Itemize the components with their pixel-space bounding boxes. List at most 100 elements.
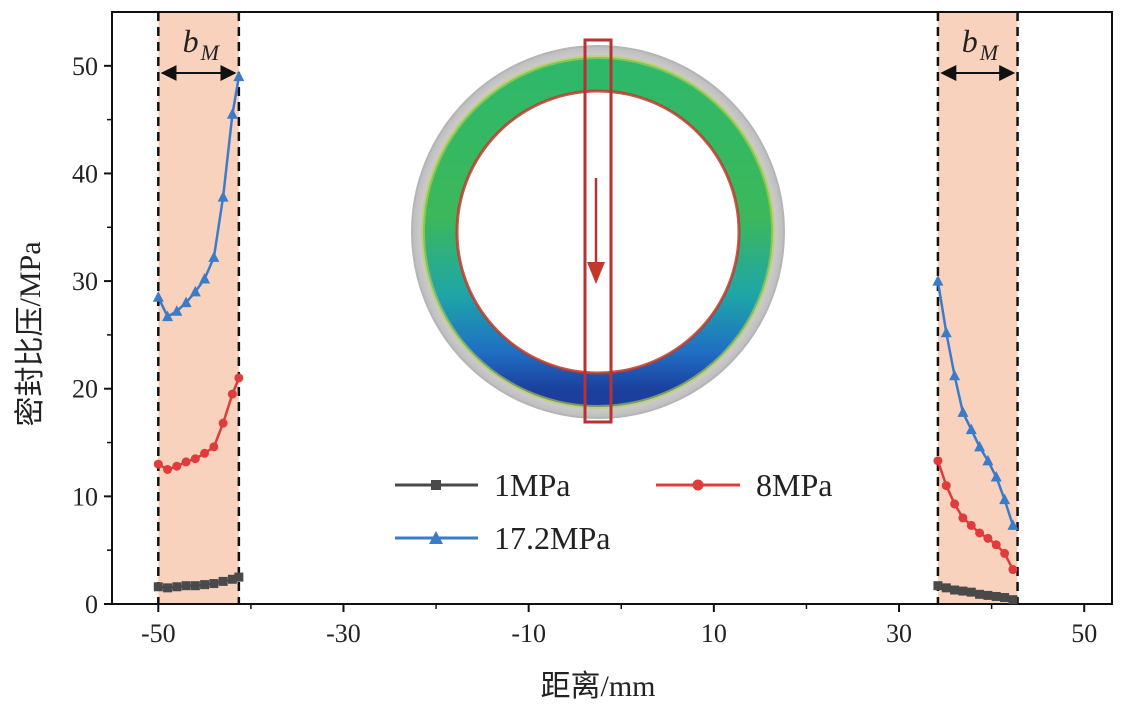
- width-marker-label-1: b: [183, 23, 199, 59]
- gasket-ring-inset: [411, 38, 785, 424]
- data-point: [189, 285, 201, 297]
- data-point: [209, 442, 219, 452]
- y-tick-label: 10: [72, 482, 98, 511]
- legend-label-8mpa: 8MPa: [756, 467, 832, 503]
- data-point: [218, 418, 228, 428]
- data-point: [958, 586, 968, 596]
- y-tick-label: 20: [72, 375, 98, 404]
- series-1MPa: [153, 572, 1018, 605]
- data-point: [966, 587, 976, 597]
- data-point: [983, 590, 993, 600]
- data-point: [1007, 519, 1019, 530]
- data-point: [933, 456, 943, 466]
- data-point: [1008, 565, 1018, 575]
- series-8MPa: [153, 373, 1018, 575]
- legend-label-17-2mpa: 17.2MPa: [494, 520, 610, 556]
- data-point: [1008, 595, 1018, 605]
- data-point: [941, 583, 951, 593]
- data-point: [234, 572, 244, 582]
- gasket-contour-ring: [423, 57, 773, 407]
- data-point: [200, 580, 210, 590]
- series-line-1MPa-1: [158, 575, 240, 590]
- legend-label-1mpa: 1MPa: [494, 467, 570, 503]
- data-point: [172, 461, 182, 471]
- data-point: [990, 470, 1002, 482]
- data-point: [172, 582, 182, 592]
- data-point: [190, 581, 200, 591]
- legend: 1MPa 8MPa 17.2MPa: [395, 467, 832, 556]
- data-point: [933, 581, 943, 591]
- data-point: [1000, 548, 1010, 558]
- shaded-region-2: [937, 12, 1018, 604]
- data-point: [999, 493, 1011, 505]
- legend-item-17-2mpa: 17.2MPa: [395, 520, 610, 556]
- series-17.2MPa: [152, 70, 1019, 530]
- data-point: [949, 369, 961, 381]
- data-point: [950, 499, 960, 509]
- data-point: [181, 457, 191, 467]
- triangle-marker-icon: [429, 531, 443, 544]
- series-line-8MPa-2: [936, 460, 1015, 571]
- y-tick-label: 40: [72, 159, 98, 188]
- x-tick-label: 10: [701, 619, 727, 648]
- x-tick-label: 30: [886, 619, 912, 648]
- data-point: [227, 389, 237, 399]
- data-point: [163, 583, 173, 593]
- data-point: [941, 481, 951, 491]
- data-point: [163, 464, 173, 474]
- plot-frame: [111, 11, 1113, 605]
- data-point: [200, 448, 210, 458]
- gasket-outer-edge: [421, 55, 775, 409]
- legend-item-1mpa: 1MPa: [395, 467, 570, 503]
- data-point: [153, 459, 163, 469]
- data-point: [171, 305, 183, 316]
- circle-marker-icon: [692, 479, 704, 491]
- y-tick-label: 50: [72, 52, 98, 81]
- data-point: [983, 533, 993, 543]
- data-point: [152, 291, 164, 302]
- data-point: [932, 275, 944, 286]
- data-point: [975, 589, 985, 599]
- x-tick-label: 50: [1071, 619, 1097, 648]
- data-point: [180, 296, 192, 308]
- data-point: [982, 454, 994, 466]
- data-point: [227, 574, 237, 584]
- y-axis-title: 密封比压/MPa: [14, 241, 47, 426]
- data-point: [991, 591, 1001, 601]
- section-highlight-box: [583, 38, 613, 424]
- gasket-inner-edge: [455, 89, 741, 375]
- data-point: [974, 440, 986, 452]
- data-point: [975, 528, 985, 538]
- plot-axes: -50 -30 -10 10 30 50 0 10 20 30 40 50: [72, 11, 1113, 648]
- data-point: [226, 108, 238, 119]
- x-tick-label: -30: [326, 619, 361, 648]
- data-point: [966, 520, 976, 530]
- data-point: [233, 70, 245, 82]
- series-line-8MPa-1: [157, 377, 241, 471]
- data-point: [190, 454, 200, 464]
- data-point: [1000, 593, 1010, 603]
- data-point: [965, 423, 977, 435]
- series-line-17.2MPa-1: [157, 76, 241, 319]
- legend-item-8mpa: 8MPa: [656, 467, 832, 503]
- data-point: [991, 540, 1001, 550]
- data-point: [217, 191, 229, 202]
- data-point: [199, 272, 211, 284]
- data-point: [209, 579, 219, 589]
- data-point: [153, 582, 163, 592]
- data-point: [218, 576, 228, 586]
- data-point: [958, 513, 968, 523]
- width-marker-subscript-2: M: [979, 40, 1000, 65]
- data-point: [234, 373, 244, 383]
- data-point: [940, 326, 952, 338]
- y-tick-label: 30: [72, 267, 98, 296]
- square-marker-icon: [431, 480, 441, 490]
- series-line-17.2MPa-2: [936, 280, 1015, 526]
- data-point: [162, 310, 174, 322]
- x-tick-label: -10: [511, 619, 546, 648]
- shaded-region-1: [158, 12, 239, 604]
- width-marker-subscript-1: M: [200, 40, 221, 65]
- x-tick-label: -50: [141, 619, 176, 648]
- arrow-down-icon: [587, 262, 605, 284]
